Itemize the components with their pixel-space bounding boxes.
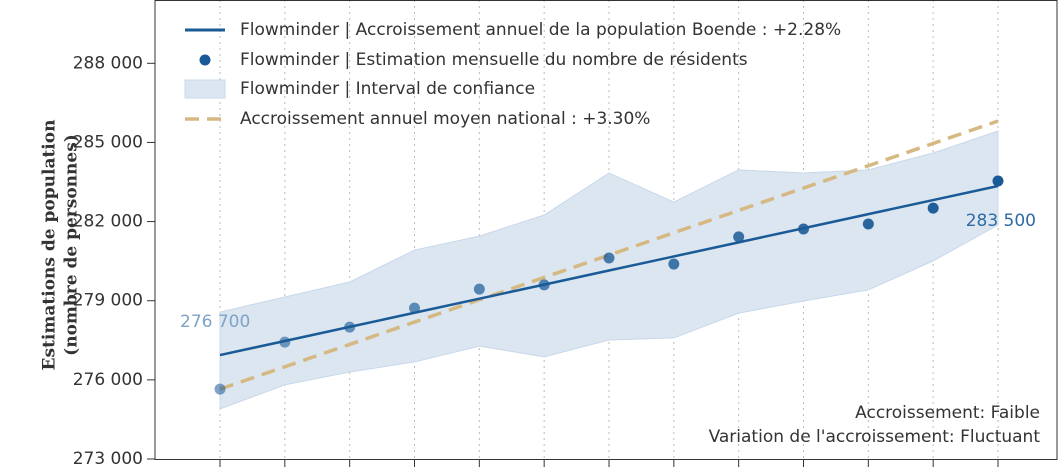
legend-label: Flowminder | Estimation mensuelle du nom… [240,50,748,70]
legend-swatch [199,54,211,66]
estimate-point [214,383,226,395]
legend-label: Accroissement annuel moyen national : +3… [240,109,650,129]
legend-label: Flowminder | Accroissement annuel de la … [240,20,841,40]
y-tick-label: 273 000 [73,449,143,469]
y-tick-label: 276 000 [73,370,143,390]
estimate-point [473,283,485,295]
estimate-point [279,336,291,348]
annotation: 276 700 [180,312,250,332]
estimate-point [538,279,550,291]
y-tick-label: 288 000 [73,53,143,73]
y-label: Estimations de population (nombre de per… [40,120,82,371]
y-tick-label: 279 000 [73,291,143,311]
estimate-point [733,231,745,243]
y-tick-label: 285 000 [73,132,143,152]
legend-swatch [184,79,226,99]
estimate-point [344,321,356,333]
y-axis-title: Estimations de population [40,120,60,371]
estimate-point [862,218,874,230]
estimate-point [409,302,420,314]
estimate-point [992,175,1004,187]
estimate-point [798,223,809,235]
note: Variation de l'accroissement: Fluctuant [709,427,1041,447]
estimate-point [668,258,680,270]
note: Accroissement: Faible [855,403,1040,423]
estimate-point [603,252,615,264]
plot-frame [154,0,1058,460]
estimate-point [927,202,939,214]
annotation: 283 500 [966,211,1036,231]
national-trend-line [219,119,999,391]
y-axis-title: (nombre de personnes) [62,134,82,356]
y-tick-label: 282 000 [73,212,143,232]
legend-label: Flowminder | Interval de confiance [240,79,535,99]
